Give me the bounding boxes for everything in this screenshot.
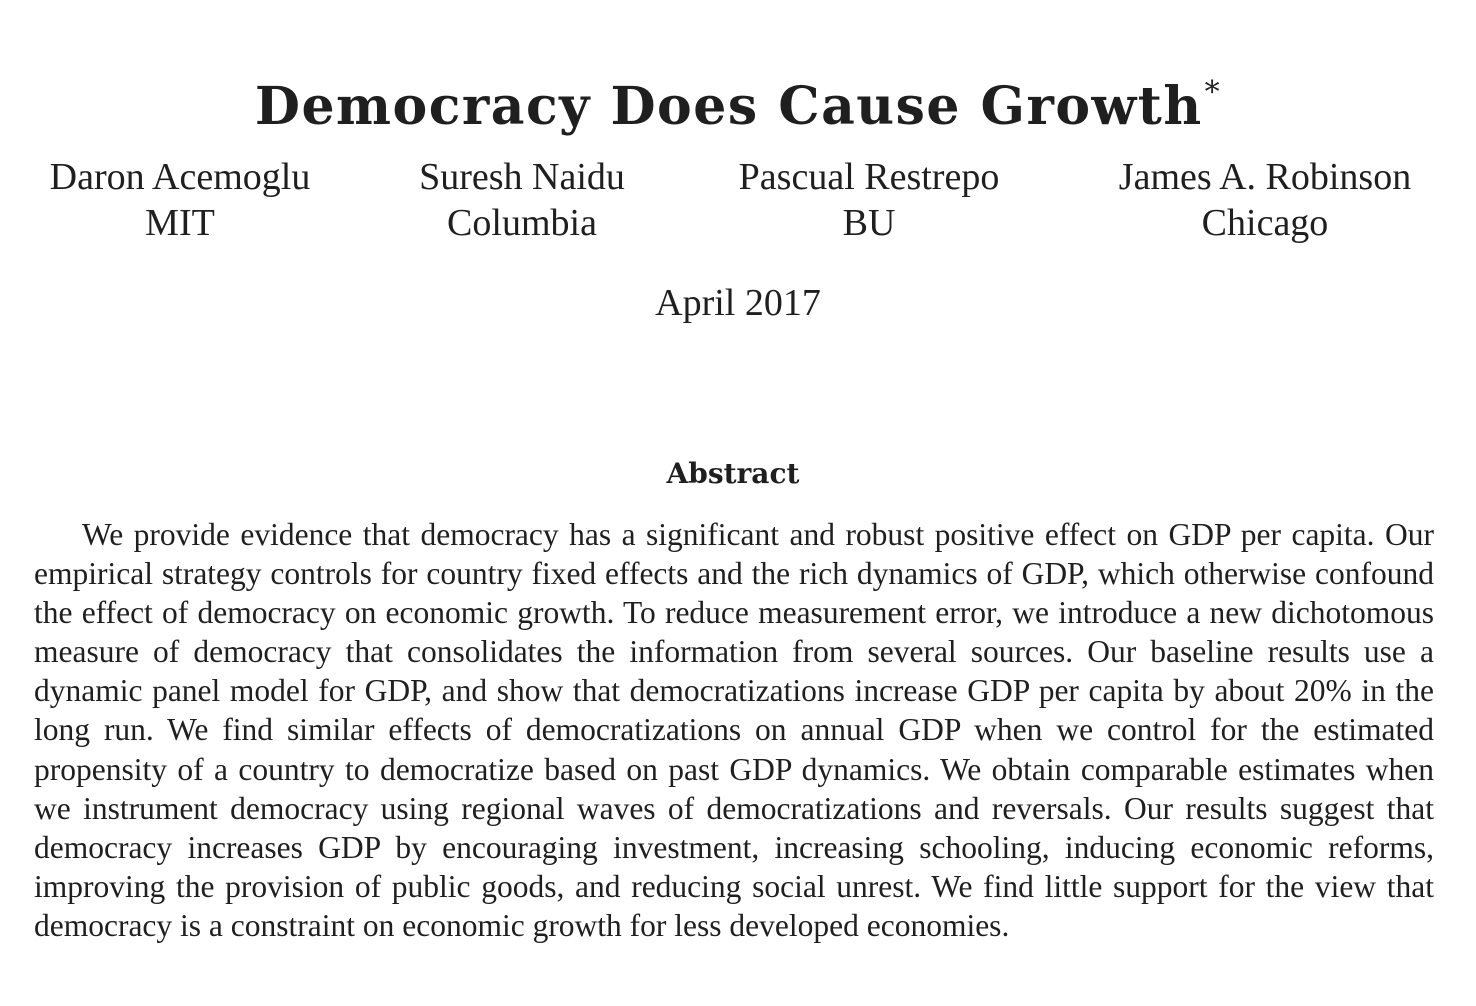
- author-name: James A. Robinson: [1118, 156, 1412, 198]
- abstract-body: We provide evidence that democracy has a…: [34, 517, 1434, 943]
- author-name: Suresh Naidu: [419, 156, 625, 198]
- author-block-acemoglu: Daron Acemoglu MIT: [20, 154, 340, 246]
- author-block-restrepo: Pascual Restrepo BU: [704, 154, 1034, 246]
- author-affiliation: Chicago: [1201, 202, 1329, 244]
- author-block-robinson: James A. Robinson Chicago: [1090, 154, 1440, 246]
- author-block-naidu: Suresh Naidu Columbia: [382, 154, 662, 246]
- title-footnote-mark: *: [1204, 74, 1222, 110]
- paper-title: Democracy Does Cause Growth*: [0, 71, 1476, 143]
- author-affiliation: MIT: [145, 202, 215, 244]
- author-affiliation: Columbia: [447, 202, 597, 244]
- author-affiliation: BU: [842, 202, 896, 244]
- author-name: Pascual Restrepo: [738, 156, 1000, 198]
- author-name: Daron Acemoglu: [49, 156, 311, 198]
- abstract-heading: Abstract: [666, 457, 800, 490]
- paper-title-text: Democracy Does Cause Growth: [254, 75, 1203, 137]
- publication-date: April 2017: [655, 282, 821, 324]
